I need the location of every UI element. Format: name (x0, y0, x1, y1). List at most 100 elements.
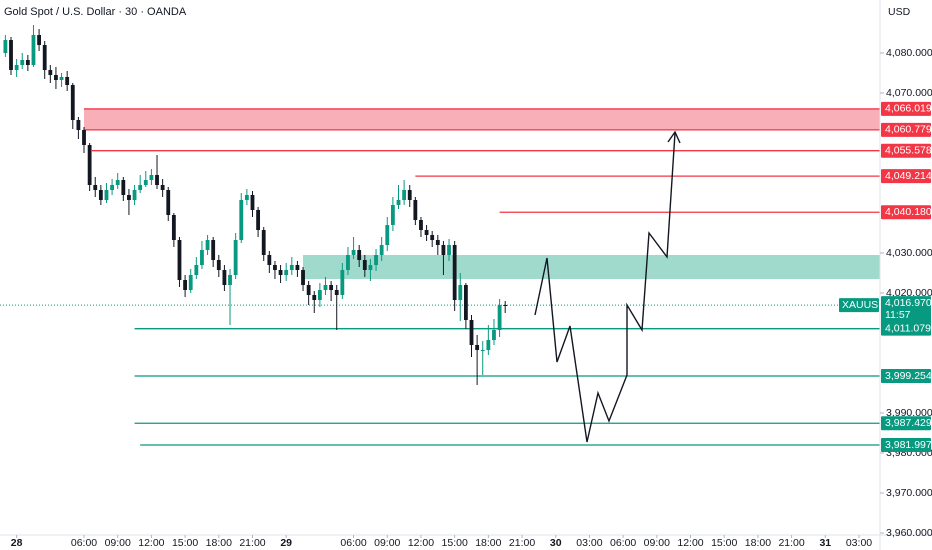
zones (84, 108, 881, 279)
candle-body (447, 245, 451, 255)
candle-body (362, 260, 367, 270)
level-label: 4,066.019 (885, 103, 932, 115)
y-tick-label: 4,030.000 (886, 247, 932, 259)
candle-body (402, 190, 407, 200)
candle-body (273, 265, 277, 270)
candle-body (430, 235, 435, 240)
candle-body (256, 210, 261, 230)
candle-body (419, 220, 423, 230)
candle-body (132, 190, 137, 200)
candle-body (441, 245, 446, 255)
candle-body (250, 195, 255, 210)
candle-body (492, 330, 496, 340)
candle-body (3, 40, 8, 53)
candle-body (317, 290, 322, 300)
x-tick-label: 21:00 (778, 537, 804, 549)
level-label: 4,060.779 (885, 124, 932, 136)
candle-body (183, 280, 188, 290)
candle-body (48, 70, 53, 75)
candle-body (65, 77, 70, 85)
candle-body (155, 175, 159, 185)
level-label: 4,040.180 (885, 206, 932, 218)
zone (303, 255, 880, 279)
x-tick-label: 29 (280, 537, 292, 549)
candle-body (205, 240, 210, 250)
candle-body (37, 35, 41, 45)
level-label-box (881, 416, 931, 431)
chart-title: Gold Spot / U.S. Dollar · 30 · OANDA (4, 6, 187, 18)
level-label-box (881, 143, 931, 158)
candle-body (160, 185, 165, 190)
candle-body (59, 77, 64, 80)
x-tick-label: 03:00 (846, 537, 872, 549)
projection-arrowhead (667, 130, 681, 144)
candle-body (368, 265, 373, 270)
projection-drawing (534, 130, 681, 443)
candle-body (143, 180, 148, 185)
level-label: 3,987.429 (885, 417, 932, 429)
price-label: 4,016.970 (885, 297, 932, 309)
level-label: 4,011.079 (885, 322, 931, 334)
candle-body (385, 225, 390, 245)
x-tick-label: 21:00 (509, 537, 535, 549)
candle-body (346, 255, 350, 270)
candle-body (54, 75, 58, 80)
candle-body (289, 265, 294, 270)
candle-body (503, 305, 508, 306)
candle-body (396, 200, 401, 205)
candle-body (452, 245, 457, 300)
level-label-box (881, 321, 931, 336)
candle-body (149, 175, 154, 180)
candle-body (177, 240, 182, 280)
candle-body (475, 345, 480, 350)
candle-body (233, 240, 238, 275)
candle-body (25, 60, 30, 65)
candle-body (323, 285, 328, 290)
x-tick-label: 18:00 (206, 537, 232, 549)
candle-body (295, 265, 300, 270)
candle-body (98, 190, 103, 200)
level-label-box (881, 368, 931, 383)
candle-body (194, 265, 199, 275)
candle-body (497, 305, 502, 330)
candle-body (435, 240, 440, 245)
candle-body (211, 240, 216, 260)
x-tick-label: 06:00 (610, 537, 636, 549)
countdown-label: 11:57 (885, 309, 911, 321)
x-tick-label: 30 (550, 537, 562, 549)
candle-body (93, 185, 98, 190)
x-tick-label: 12:00 (677, 537, 703, 549)
candle-body (340, 270, 345, 295)
candle-body (14, 65, 19, 70)
levels (0, 108, 880, 446)
x-tick-label: 09:00 (644, 537, 670, 549)
candle-body (222, 270, 227, 285)
candle-body (20, 60, 25, 65)
candle-body (486, 340, 491, 350)
y-tick-label: 3,990.000 (886, 407, 932, 419)
level-label-box (881, 101, 931, 116)
x-tick-label: 15:00 (711, 537, 737, 549)
x-tick-label: 18:00 (475, 537, 501, 549)
candle-body (127, 195, 131, 200)
candle-body (31, 35, 36, 65)
zone (84, 108, 881, 130)
candle-body (413, 200, 418, 220)
x-tick-label: 28 (11, 537, 23, 549)
candle-body (239, 200, 244, 240)
y-tick-label: 3,970.000 (886, 487, 932, 499)
candle-body (379, 245, 384, 255)
candle-body (9, 40, 13, 70)
level-label-box (881, 438, 931, 453)
x-tick-label: 06:00 (71, 537, 97, 549)
candle-body (267, 255, 272, 265)
candle-body (115, 180, 120, 185)
candle-body (390, 205, 395, 225)
level-labels: 4,066.019 4,060.779 4,055.578 4,049.214 4,04… (839, 101, 932, 453)
candle-body (357, 250, 362, 260)
candle-body (301, 270, 305, 285)
candle-body (306, 285, 311, 295)
candle-body (121, 180, 126, 195)
y-tick-label: 4,080.000 (886, 47, 932, 59)
